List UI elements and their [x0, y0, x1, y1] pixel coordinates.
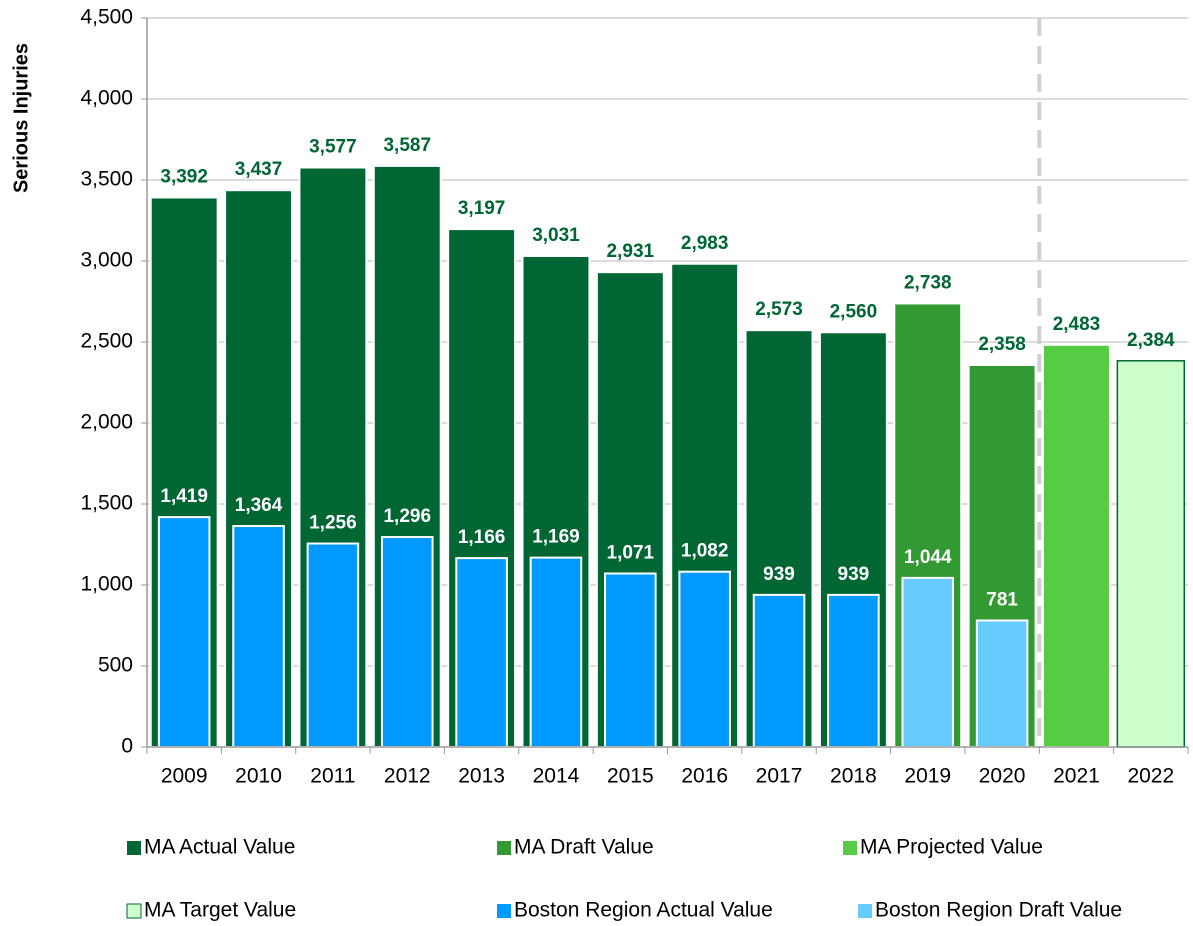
x-tick-label: 2017 [756, 765, 803, 788]
x-tick-label: 2012 [384, 765, 431, 788]
legend-swatch [858, 904, 872, 918]
value-label: 3,031 [532, 225, 580, 246]
value-label: 3,577 [309, 137, 357, 158]
x-tick-label: 2016 [681, 765, 728, 788]
y-tick-label: 3,500 [80, 168, 133, 191]
value-label: 2,560 [830, 301, 878, 322]
bar [529, 556, 583, 749]
value-label: 1,364 [235, 495, 283, 516]
value-label: 2,384 [1127, 330, 1175, 351]
x-tick-label: 2010 [235, 765, 282, 788]
x-tick-label: 2013 [458, 765, 505, 788]
legend-label: MA Projected Value [860, 836, 1043, 859]
value-label: 3,587 [383, 135, 431, 156]
value-label: 2,358 [978, 334, 1026, 355]
legend-swatch [497, 841, 511, 855]
bar [901, 576, 955, 749]
legend-label: Boston Region Actual Value [514, 899, 773, 922]
x-tick-label: 2014 [533, 765, 580, 788]
legend-label: MA Actual Value [144, 836, 295, 859]
y-axis-label: Serious Injuries [10, 43, 32, 193]
x-tick-label: 2015 [607, 765, 654, 788]
value-label: 781 [986, 589, 1018, 610]
legend-label: Boston Region Draft Value [875, 899, 1122, 922]
legend-swatch [497, 904, 511, 918]
x-tick-label: 2019 [904, 765, 951, 788]
y-tick-label: 500 [98, 654, 133, 677]
legend-swatch [126, 903, 142, 919]
value-label: 1,071 [607, 543, 655, 564]
legend-label: MA Target Value [144, 899, 296, 922]
value-label: 1,256 [309, 513, 357, 534]
legend-swatch [127, 841, 141, 855]
y-tick-label: 2,500 [80, 330, 133, 353]
x-tick-label: 2021 [1053, 765, 1100, 788]
y-tick-label: 4,000 [80, 87, 133, 110]
x-tick-label: 2011 [310, 765, 355, 788]
value-label: 1,044 [904, 547, 952, 568]
bar [604, 572, 657, 748]
bar [678, 570, 731, 748]
y-tick-label: 4,500 [80, 6, 133, 29]
value-label: 3,392 [160, 167, 208, 188]
bar [157, 516, 211, 749]
value-label: 1,296 [383, 506, 431, 527]
x-tick-label: 2009 [161, 765, 208, 788]
bar [975, 619, 1029, 749]
value-label: 3,197 [458, 198, 506, 219]
bar [1116, 360, 1186, 748]
value-label: 2,738 [904, 272, 952, 293]
value-label: 2,483 [1053, 314, 1101, 335]
bar [232, 525, 285, 748]
y-tick-label: 0 [121, 735, 133, 758]
bar [827, 593, 880, 749]
bar [752, 593, 806, 749]
bar [1042, 343, 1111, 748]
value-label: 2,931 [607, 241, 655, 262]
value-label: 1,166 [458, 527, 506, 548]
value-label: 939 [838, 564, 870, 585]
value-label: 1,419 [160, 486, 208, 507]
y-tick-label: 1,000 [80, 573, 133, 596]
y-tick-label: 3,000 [80, 249, 133, 272]
y-tick-label: 2,000 [80, 411, 133, 434]
value-label: 939 [763, 564, 795, 585]
bar [306, 542, 360, 749]
x-tick-label: 2020 [979, 765, 1026, 788]
legend-swatch [843, 841, 857, 855]
bar [380, 536, 434, 748]
value-label: 3,437 [235, 159, 283, 180]
value-label: 1,169 [532, 527, 580, 548]
y-tick-label: 1,500 [80, 492, 133, 515]
value-label: 1,082 [681, 541, 729, 562]
bar [455, 557, 508, 748]
x-tick-label: 2022 [1127, 765, 1174, 788]
value-label: 2,573 [755, 299, 803, 320]
x-tick-label: 2018 [830, 765, 877, 788]
value-label: 2,983 [681, 233, 729, 254]
legend-label: MA Draft Value [514, 836, 654, 859]
